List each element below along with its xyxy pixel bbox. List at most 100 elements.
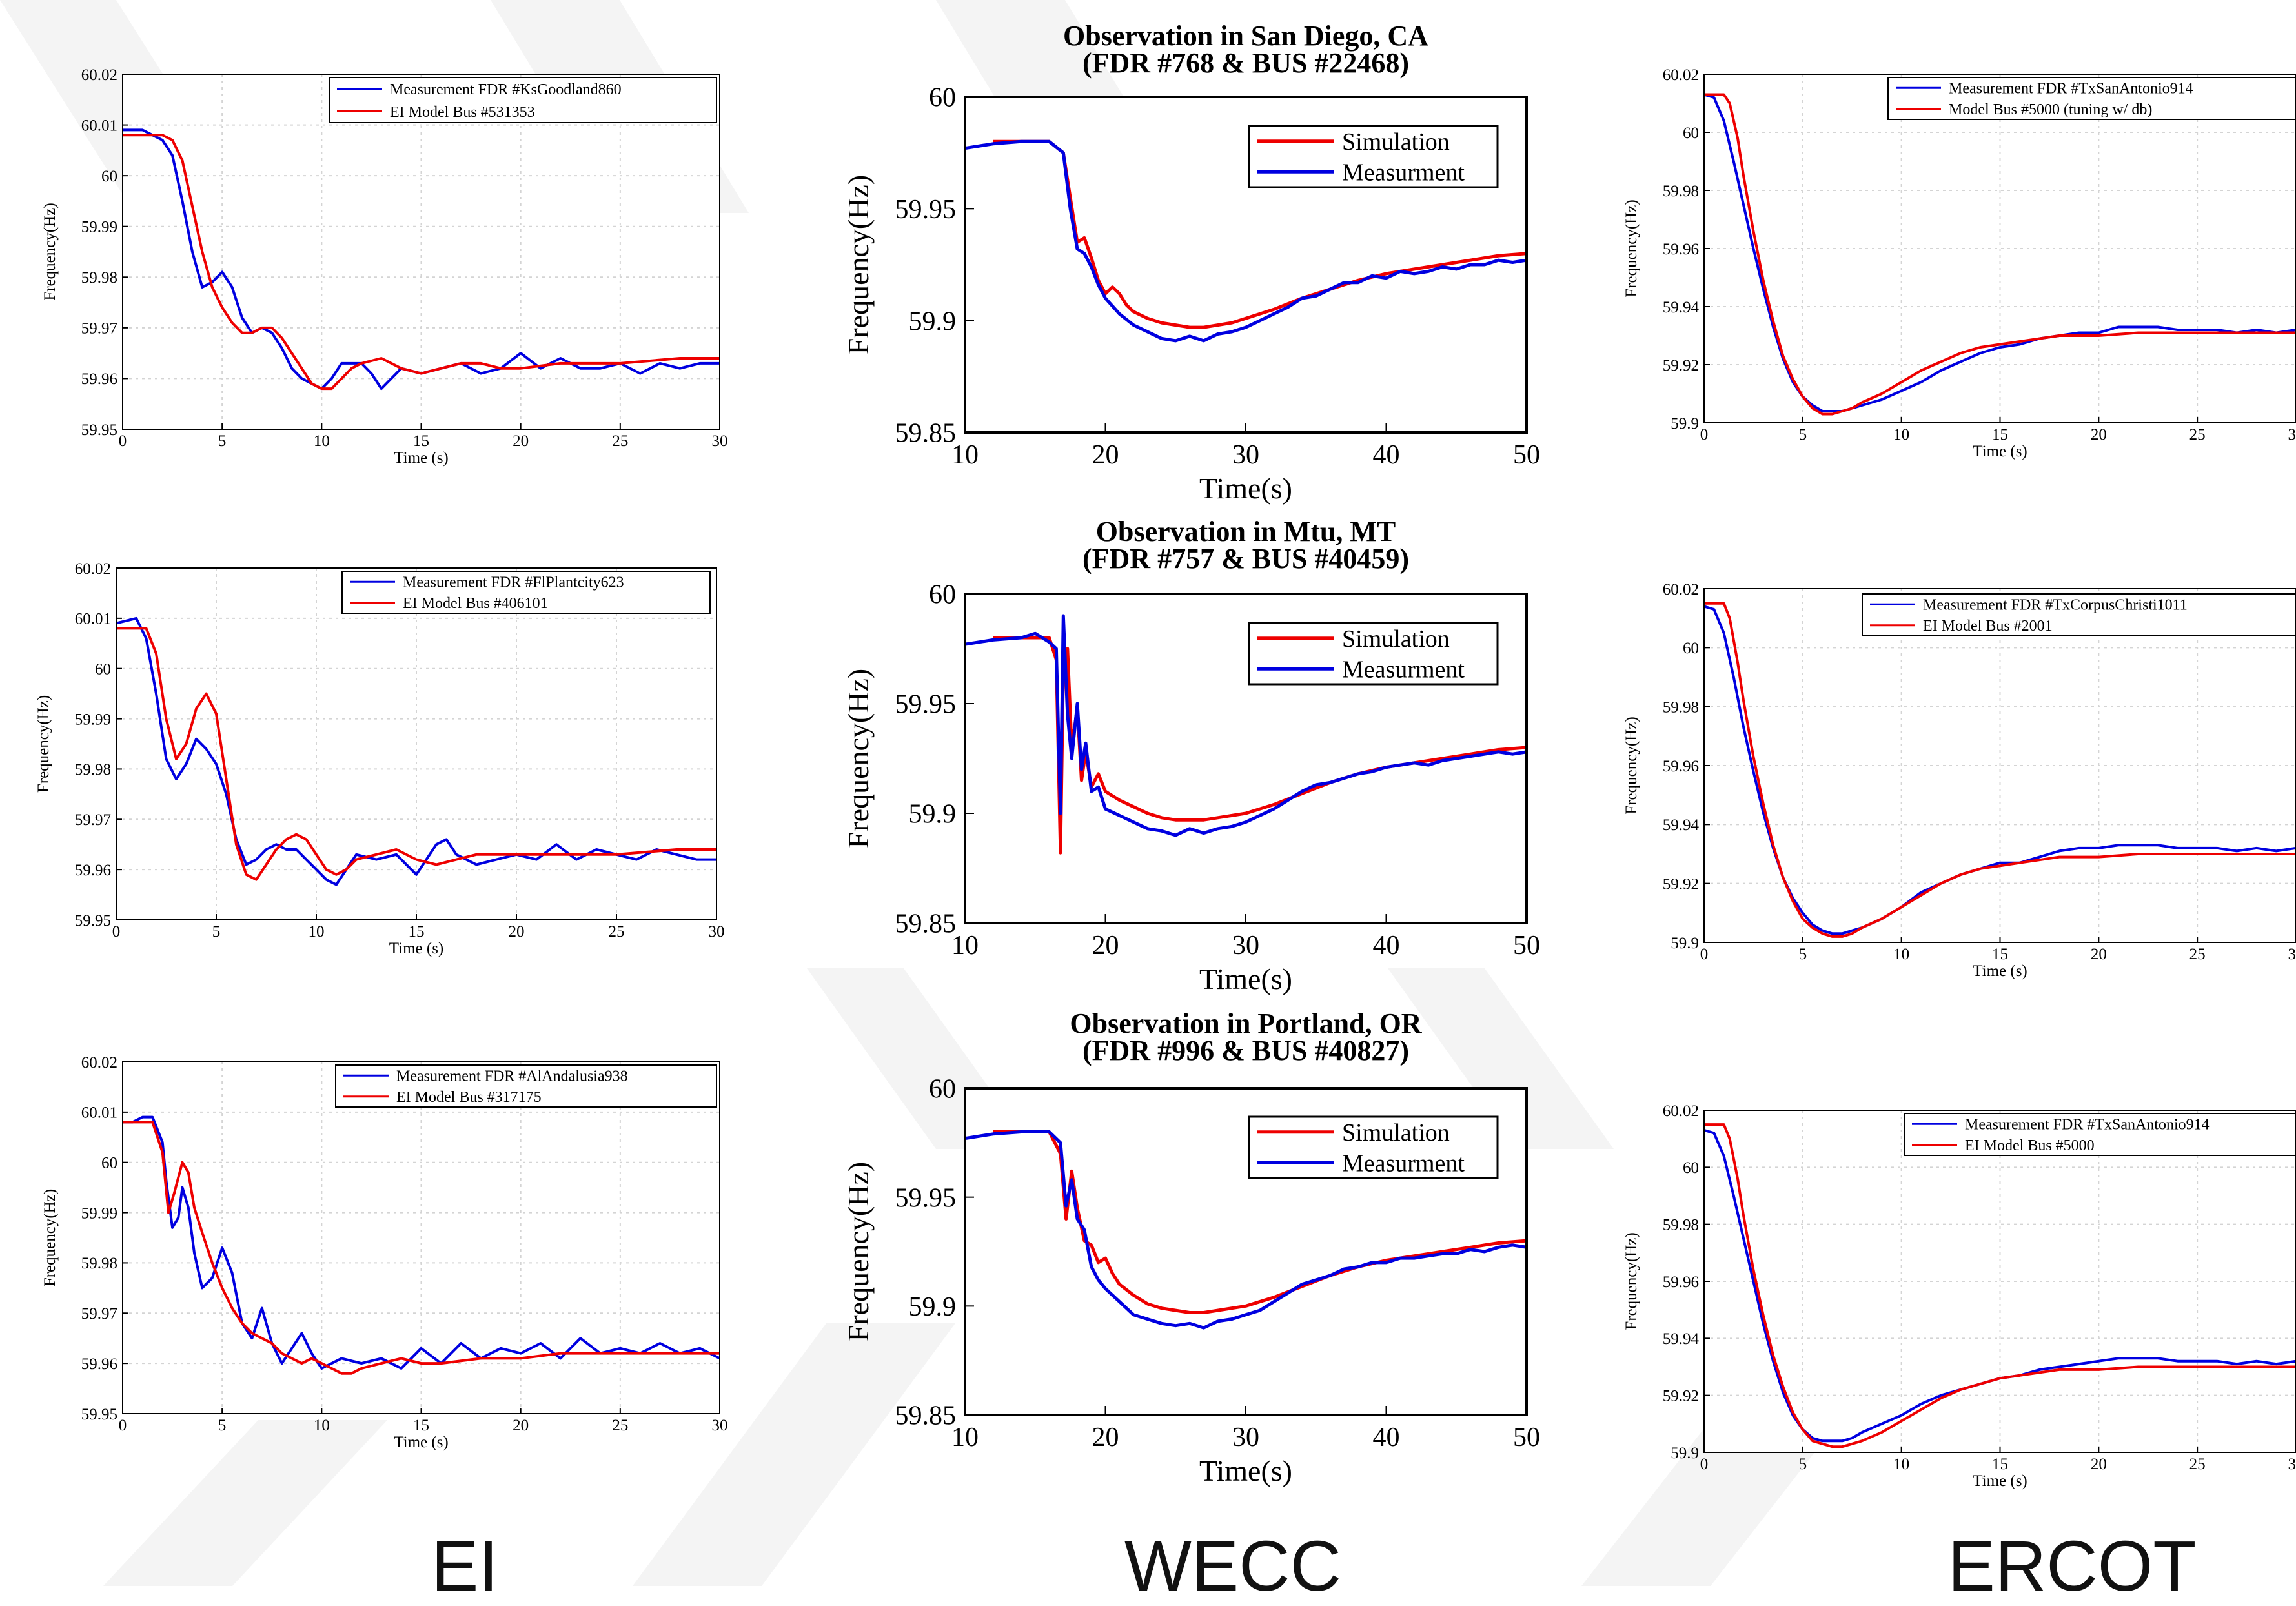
y-tick-label: 60.01: [75, 611, 111, 628]
y-tick-label: 59.85: [895, 1401, 957, 1431]
y-tick-label: 59.95: [895, 195, 957, 225]
x-tick-label: 20: [509, 923, 525, 940]
x-tick-label: 5: [1799, 426, 1807, 443]
x-tick-label: 20: [1092, 1423, 1119, 1452]
y-tick-label: 59.9: [1671, 935, 1699, 952]
x-tick-label: 40: [1373, 1423, 1400, 1452]
x-tick-label: 30: [2288, 426, 2296, 443]
x-tick-label: 20: [513, 1417, 529, 1434]
column-label-wecc: WECC: [1072, 1531, 1394, 1602]
x-tick-label: 30: [712, 432, 728, 450]
x-tick-label: 15: [1992, 1456, 2008, 1473]
x-tick-label: 30: [1232, 1423, 1259, 1452]
y-tick-label: 60: [929, 1075, 956, 1104]
y-tick-label: 60.01: [81, 1104, 117, 1122]
legend-label: Measurement FDR #KsGoodland860: [390, 81, 622, 98]
y-tick-label: 59.85: [895, 910, 957, 939]
y-tick-label: 59.98: [1663, 698, 1699, 716]
x-axis-label: Time (s): [394, 449, 449, 467]
legend-label: Measurment: [1342, 159, 1465, 187]
legend-label: Measurement FDR #FlPlantcity623: [403, 574, 624, 591]
y-tick-label: 59.96: [75, 862, 111, 879]
x-tick-label: 15: [1992, 946, 2008, 963]
legend-label: Simulation: [1342, 625, 1450, 653]
y-tick-label: 59.95: [895, 1183, 957, 1213]
x-axis-label: Time (s): [1973, 962, 2027, 980]
y-tick-label: 59.9: [1671, 1445, 1699, 1462]
y-tick-label: 59.97: [75, 811, 111, 829]
y-tick-label: 60: [95, 660, 111, 678]
x-tick-label: 50: [1513, 440, 1540, 470]
y-axis-label: Frequency(Hz): [842, 669, 875, 848]
y-tick-label: 59.95: [81, 422, 117, 439]
x-axis-label: Time(s): [1199, 472, 1292, 505]
y-axis-label: Frequency(Hz): [41, 203, 59, 300]
y-tick-label: 60.02: [75, 560, 111, 578]
x-tick-label: 10: [309, 923, 325, 940]
x-axis-label: Time(s): [1199, 1454, 1292, 1487]
x-tick-label: 0: [119, 1417, 127, 1434]
x-tick-label: 20: [513, 432, 529, 450]
x-tick-label: 40: [1373, 440, 1400, 470]
legend-label: EI Model Bus #5000: [1965, 1137, 2095, 1154]
legend-label: EI Model Bus #406101: [403, 595, 548, 612]
x-tick-label: 10: [1893, 1456, 1909, 1473]
legend-label: EI Model Bus #531353: [390, 104, 535, 121]
y-tick-label: 60: [1683, 1159, 1699, 1177]
y-tick-label: 59.9: [1671, 415, 1699, 432]
x-tick-label: 40: [1373, 931, 1400, 961]
y-tick-label: 59.96: [81, 371, 117, 388]
y-tick-label: 59.9: [909, 1292, 957, 1322]
x-tick-label: 0: [112, 923, 121, 940]
x-tick-label: 25: [609, 923, 625, 940]
y-axis-label: Frequency(Hz): [1623, 717, 1640, 814]
y-tick-label: 59.96: [81, 1356, 117, 1373]
y-axis-label: Frequency(Hz): [1623, 199, 1640, 297]
x-tick-label: 25: [612, 1417, 628, 1434]
y-tick-label: 60.02: [1663, 581, 1699, 598]
legend-label: EI Model Bus #2001: [1923, 618, 2053, 635]
x-tick-label: 20: [2091, 1456, 2107, 1473]
y-tick-label: 60.02: [81, 1054, 117, 1072]
y-tick-label: 59.96: [1663, 1274, 1699, 1291]
x-tick-label: 15: [413, 432, 429, 450]
legend-label: Model Bus #5000 (tuning w/ db): [1949, 101, 2152, 118]
y-tick-label: 60: [929, 580, 956, 610]
legend-label: Simulation: [1342, 128, 1450, 156]
y-tick-label: 59.95: [81, 1406, 117, 1423]
x-axis-label: Time (s): [1973, 443, 2027, 460]
y-tick-label: 59.96: [1663, 758, 1699, 775]
x-tick-label: 20: [2091, 946, 2107, 963]
column-label-ei: EI: [361, 1531, 568, 1602]
y-tick-label: 60: [1683, 640, 1699, 657]
x-tick-label: 5: [1799, 1456, 1807, 1473]
legend-label: Measurement FDR #TxCorpusChristi1011: [1923, 597, 2188, 614]
x-tick-label: 25: [612, 432, 628, 450]
legend-label: Measurement FDR #TxSanAntonio914: [1965, 1117, 2210, 1133]
y-tick-label: 59.95: [895, 690, 957, 720]
y-tick-label: 59.99: [81, 218, 117, 236]
chart-title-line: (FDR #757 & BUS #40459): [1082, 543, 1409, 574]
x-tick-label: 10: [314, 1417, 330, 1434]
y-axis-label: Frequency(Hz): [1623, 1232, 1640, 1330]
y-tick-label: 60.02: [1663, 66, 1699, 84]
y-tick-label: 59.9: [909, 800, 957, 829]
y-tick-label: 60: [101, 1154, 117, 1172]
x-tick-label: 30: [2288, 946, 2296, 963]
y-tick-label: 59.95: [75, 912, 111, 930]
y-tick-label: 59.92: [1663, 1387, 1699, 1405]
x-tick-label: 0: [1700, 946, 1709, 963]
x-tick-label: 30: [1232, 931, 1259, 961]
y-tick-label: 59.98: [1663, 183, 1699, 200]
y-tick-label: 60.01: [81, 117, 117, 134]
y-tick-label: 59.92: [1663, 357, 1699, 374]
legend-label: Measurement FDR #AlAndalusia938: [396, 1068, 628, 1085]
y-tick-label: 59.94: [1663, 299, 1700, 316]
chart-8: 05101520253059.959.9259.9459.9659.986060…: [1623, 581, 2296, 980]
x-tick-label: 10: [314, 432, 330, 450]
column-label-ercot: ERCOT: [1911, 1531, 2233, 1602]
y-tick-label: 59.96: [1663, 241, 1699, 258]
